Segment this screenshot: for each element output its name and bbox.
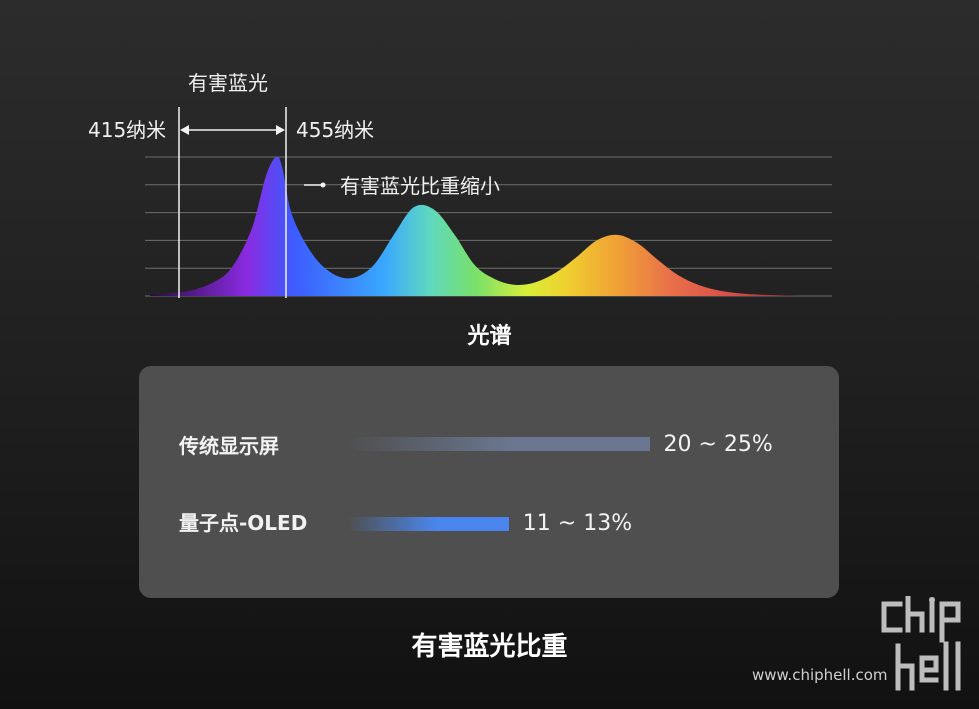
spectrum-area	[150, 156, 800, 296]
bar-value-traditional: 20 ~ 25%	[663, 432, 773, 457]
watermark-url: www.chiphell.com	[752, 666, 888, 684]
bar-chart-title: 有害蓝光比重	[411, 632, 568, 662]
bar-qd-oled	[348, 517, 509, 531]
chiphell-logo	[881, 596, 961, 691]
bar-label-qd-oled: 量子点-OLED	[179, 511, 308, 535]
band-start-label: 415纳米	[88, 118, 167, 142]
band-end-label: 455纳米	[296, 118, 375, 142]
band-label: 有害蓝光	[188, 71, 268, 95]
band-arrow-right-head	[276, 125, 285, 135]
bar-value-qd-oled: 11 ~ 13%	[522, 511, 633, 536]
spectrum-title: 光谱	[467, 324, 512, 349]
comparison-panel: 传统显示屏 20 ~ 25% 量子点-OLED 11 ~ 13%	[139, 366, 839, 598]
peak-pointer-dot	[320, 182, 326, 188]
band-arrow-left-head	[180, 125, 189, 135]
spectrum-chart	[145, 107, 832, 298]
bar-label-traditional: 传统显示屏	[179, 434, 279, 458]
bar-traditional	[348, 437, 650, 451]
peak-note: 有害蓝光比重缩小	[340, 174, 500, 198]
